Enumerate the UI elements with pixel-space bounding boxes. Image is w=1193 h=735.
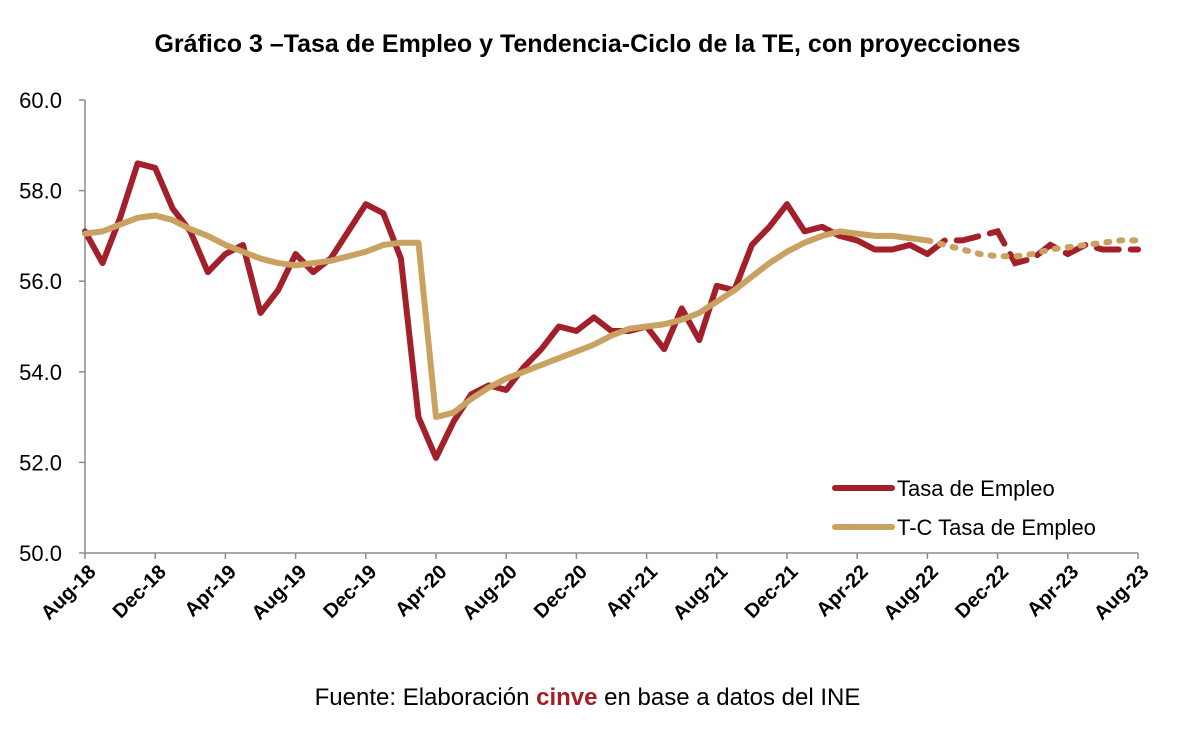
x-tick-label: Dec-18	[109, 561, 171, 623]
source-suffix: en base a datos del INE	[597, 684, 861, 711]
series-1-observed-line	[82, 212, 931, 421]
series-1-projection-line	[924, 237, 1141, 260]
series-0-projection-line	[924, 227, 1141, 267]
x-tick-label: Aug-19	[248, 561, 311, 624]
x-tick-label: Aug-18	[37, 561, 100, 624]
y-tick-label: 60.0	[19, 88, 62, 113]
x-tick-label: Apr-22	[812, 561, 872, 621]
legend-label-0: Tasa de Empleo	[897, 476, 1055, 501]
x-tick-label: Dec-19	[319, 561, 381, 623]
legend-label-1: T-C Tasa de Empleo	[897, 515, 1096, 540]
x-tick-label: Dec-20	[530, 561, 592, 623]
series-layer	[82, 160, 1141, 461]
chart-title: Gráfico 3 –Tasa de Empleo y Tendencia-Ci…	[154, 30, 1021, 58]
x-tick-label: Dec-21	[741, 561, 803, 623]
y-tick-label: 54.0	[19, 360, 62, 385]
y-tick-label: 56.0	[19, 269, 62, 294]
y-tick-label: 50.0	[19, 541, 62, 566]
source-note: Fuente: Elaboración cinve en base a dato…	[0, 684, 1175, 712]
series-0-observed-line	[82, 160, 931, 461]
x-tick-label: Apr-21	[602, 561, 662, 621]
x-tick-label: Aug-22	[879, 561, 942, 624]
source-brand: cinve	[536, 684, 598, 711]
y-tick-label: 52.0	[19, 450, 62, 475]
x-axis-ticks: Aug-18 Dec-18 Apr-19 Aug-19 Dec-19 Apr-20 Aug-…	[37, 553, 1154, 624]
x-tick-label: Apr-19	[181, 561, 241, 621]
y-axis-ticks: 50.0 52.0 54.0 56.0 58.0 60.0	[19, 88, 85, 566]
x-tick-label: Apr-20	[391, 561, 451, 621]
x-tick-label: Aug-20	[458, 561, 521, 624]
source-prefix: Fuente: Elaboración	[314, 684, 537, 711]
x-tick-label: Dec-22	[951, 561, 1013, 623]
axes	[84, 100, 1138, 554]
x-tick-label: Aug-21	[669, 561, 732, 624]
x-tick-label: Apr-23	[1023, 561, 1083, 621]
y-tick-label: 58.0	[19, 179, 62, 204]
legend: Tasa de Empleo T-C Tasa de Empleo	[832, 476, 1096, 540]
x-tick-label: Aug-23	[1090, 561, 1153, 624]
